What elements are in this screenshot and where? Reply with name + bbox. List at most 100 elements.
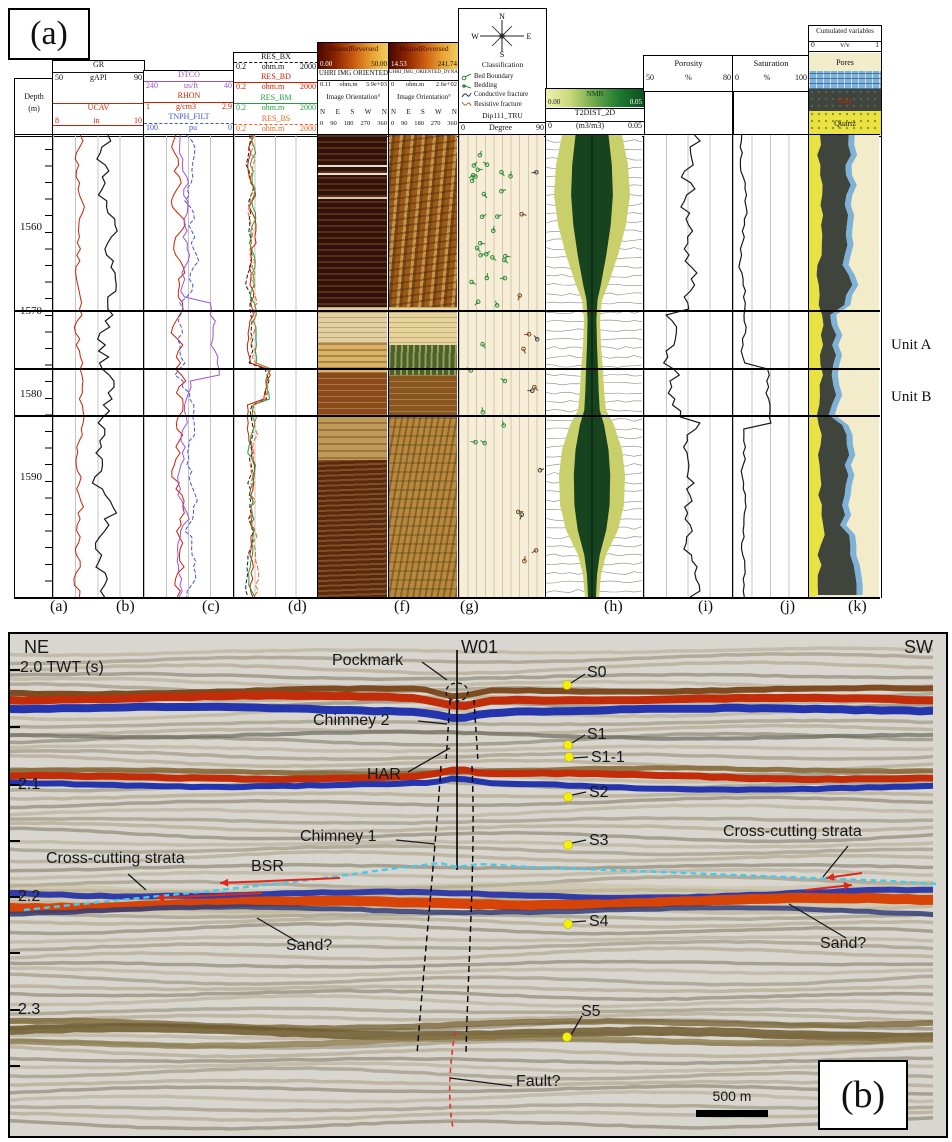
- image-static-name: UHRI IMG ORIENTED: [318, 69, 389, 81]
- conductive-fracture-icon: [461, 92, 472, 98]
- svg-text:W: W: [471, 32, 479, 41]
- colorbar-title: HeatedReversed: [399, 44, 449, 53]
- porosity-name: Porosity: [674, 58, 703, 68]
- cumulated-body: [809, 135, 879, 598]
- resistive-fracture-icon: [461, 101, 472, 107]
- track-letter-g: (g): [460, 598, 479, 615]
- c3: W: [435, 108, 442, 116]
- res-bm-unit: ohm.m: [261, 103, 285, 112]
- marker-s4-label: S4: [589, 913, 609, 930]
- unit-a-top-line: [14, 310, 880, 312]
- dip-curve-name: Dip111_TRU: [482, 111, 523, 120]
- d0: 0: [320, 120, 324, 127]
- dip-min: 0: [461, 123, 465, 132]
- track-letter-a: (a): [50, 598, 68, 615]
- res-bx-max: 2000: [299, 62, 316, 71]
- d1: 90: [330, 120, 337, 127]
- c4: N: [381, 108, 387, 116]
- legend-label: Pores: [836, 57, 854, 67]
- body-top-line: [14, 134, 880, 135]
- nmr-body: [546, 135, 642, 598]
- har-label: HAR: [367, 766, 401, 783]
- bedding-icon: [462, 83, 472, 89]
- porosity-body: [644, 135, 731, 598]
- marker-s5-label: S5: [581, 1003, 601, 1020]
- unit-a-label: Unit A: [891, 337, 932, 353]
- sand-right-label: Sand?: [820, 935, 867, 952]
- c0: N: [391, 108, 397, 116]
- gr-curves-body: [53, 135, 142, 598]
- res-bd-unit: ohm.m: [261, 82, 285, 91]
- img-s-max: 3.9e+03: [365, 81, 387, 88]
- unit-b-label: Unit B: [891, 389, 932, 405]
- res-bs-min: 0.2: [236, 124, 246, 133]
- sat-unit: %: [763, 73, 771, 82]
- track-letter-f: (f): [394, 598, 410, 615]
- depth-header: Depth (m): [14, 78, 54, 137]
- rhon-name: RHON: [144, 91, 234, 103]
- nmr-colorbar: NMR 0.00 0.05: [546, 89, 644, 107]
- image-static-header: HeatedReversed 0.00 50.00 UHRI IMG ORIEN…: [317, 42, 390, 137]
- tnph-name: TNPH_FILT: [144, 112, 234, 124]
- classification-title: Classification: [481, 60, 524, 69]
- res-bx-unit: ohm.m: [261, 62, 285, 71]
- res-bx-name: RES_BX: [234, 52, 318, 63]
- nmr-max: 0.05: [628, 121, 642, 130]
- marker-s1-1-label: S1-1: [591, 749, 625, 766]
- res-bd-min: 0.2: [236, 82, 246, 91]
- gr-unit: gAPI: [90, 73, 107, 82]
- legend-pores: Pores: [809, 53, 881, 71]
- c2: S: [350, 108, 355, 116]
- legend-bed-boundary: Bed Boundary: [459, 72, 546, 81]
- d2: 180: [414, 120, 424, 127]
- classification-body: [459, 135, 544, 598]
- panel-b-corner-box: (b): [818, 1060, 908, 1130]
- res-bd-max: 2000: [299, 82, 316, 91]
- cum-unit: v/v: [840, 40, 850, 49]
- resistivity-header: RES_BX 0.2 ohm.m 2000 RES_BD 0.2 ohm.m 2…: [233, 52, 319, 137]
- legend-label: Resistive fracture: [474, 100, 522, 108]
- colorbar-max: 241.74: [437, 60, 457, 68]
- pockmark-label: Pockmark: [332, 652, 404, 669]
- image-static-body: [318, 135, 387, 598]
- d1: 90: [401, 120, 408, 127]
- seismic-panel: NE 2.0 TWT (s) W01 SW 2.1 2.2 2.3 Pockma…: [8, 632, 948, 1138]
- depth-title: Depth: [24, 92, 44, 101]
- res-bs-unit: ohm.m: [261, 124, 285, 133]
- well-log-panel: (a) Depth (m) GR 50 gAPI 90 UCAV 8 in 10…: [8, 8, 932, 615]
- sat-min: 0: [735, 73, 739, 82]
- sat-max: 100: [794, 73, 807, 82]
- img-s-unit: ohm.m: [339, 81, 358, 88]
- saturation-body: [733, 135, 807, 598]
- cum-min: 0: [811, 40, 815, 49]
- panel-a-label: (a): [30, 15, 68, 52]
- dtco-name: DTCO: [144, 70, 234, 82]
- c1: E: [335, 108, 340, 116]
- depth-ticks: [45, 135, 52, 598]
- svg-text:E: E: [527, 32, 532, 41]
- depth-label: 1560: [20, 221, 42, 233]
- panel-a-corner-box: (a): [8, 8, 90, 60]
- img-s-min: 0.11: [320, 81, 332, 88]
- d0: 0: [391, 120, 395, 127]
- d3: 270: [360, 120, 371, 127]
- compass-rose-icon: N W E S: [471, 12, 532, 57]
- track-letter-c: (c): [202, 598, 220, 615]
- scale-bar: [696, 1110, 768, 1117]
- por-unit: %: [685, 73, 692, 82]
- track-letter-h: (h): [604, 598, 623, 615]
- ucav-max: 10: [133, 116, 142, 125]
- legend-label: Clay: [837, 95, 853, 105]
- track-letter-e: (e): [320, 598, 338, 615]
- c3: W: [364, 108, 372, 116]
- image-dynamic-header: HeatedReversed 14.53 241.74 UHRI_IMG_ORI…: [388, 42, 467, 137]
- res-bd-name: RES_BD: [234, 72, 318, 83]
- image-dynamic-orientation: Image Orientation°: [397, 93, 451, 101]
- resistivity-curves-body: [234, 135, 316, 598]
- legend-clay: Clay: [809, 89, 881, 111]
- tnph-unit: pu: [189, 123, 197, 132]
- colorbar-min: 0.00: [548, 98, 561, 106]
- chimney1-label: Chimney 1: [300, 828, 377, 845]
- twt-tick-2-3: 2.3: [18, 1001, 41, 1018]
- image-dynamic-colorbar: HeatedReversed 14.53 241.74: [389, 43, 459, 69]
